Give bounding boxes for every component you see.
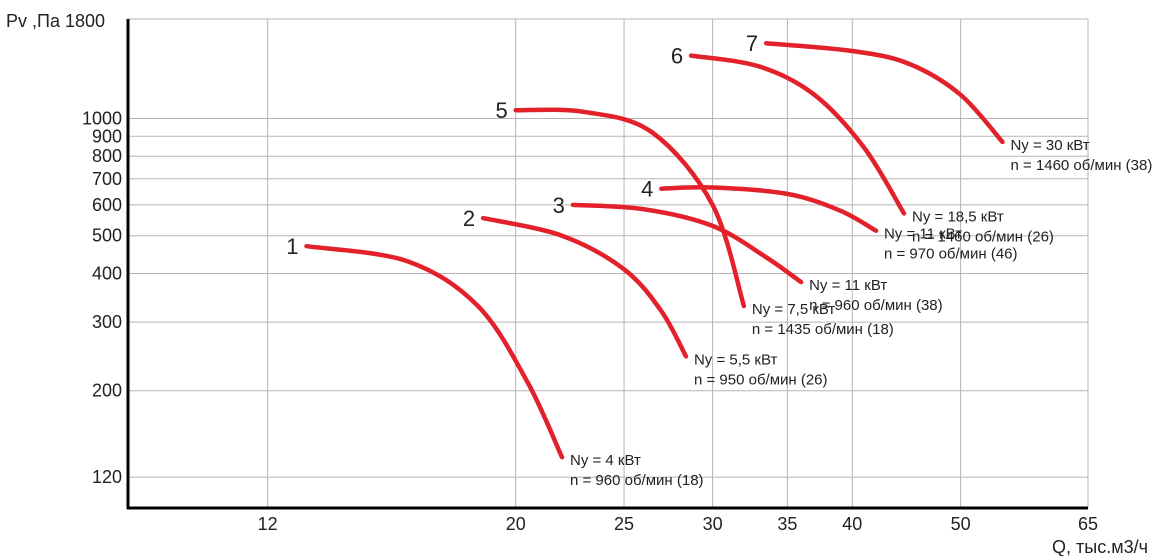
y-tick-label: 200 (92, 381, 122, 401)
curve-1-power: Ny = 4 кВт (570, 452, 641, 469)
curve-5 (513, 107, 747, 309)
y-tick-label: 1000 (82, 108, 122, 128)
x-tick-label: 40 (842, 514, 862, 534)
curve-6-number: 6 (671, 44, 683, 69)
curve-2-number: 2 (463, 206, 475, 231)
y-tick-label: 300 (92, 312, 122, 332)
y-tick-label: 120 (92, 467, 122, 487)
curve-labels: 1 Ny = 4 кВт n = 960 об/мин (18) 2 Ny = 5,5 … (286, 31, 1152, 489)
x-tick-label: 50 (951, 514, 971, 534)
grid (128, 18, 1089, 508)
x-tick-label: 25 (614, 514, 634, 534)
y-axis-label: Pv ,Па 1800 (6, 11, 105, 31)
x-axis-label: Q, тыс.м3/ч (1052, 537, 1148, 556)
curve-1-speed: n = 960 об/мин (18) (570, 472, 704, 489)
curve-6 (688, 53, 907, 216)
curve-4-power: Ny = 11 кВт (884, 226, 962, 243)
y-tick-label: 900 (92, 126, 122, 146)
curve-1 (304, 243, 565, 460)
y-tick-label: 500 (92, 226, 122, 246)
curve-3 (570, 202, 804, 285)
curve-7-speed: n = 1460 об/мин (38) (1010, 157, 1152, 174)
curve-3-speed: n = 960 об/мин (38) (809, 297, 943, 314)
tick-labels: 12 20 25 30 35 40 50 65120200300400500600700800… (82, 108, 1098, 534)
y-tick-label: 700 (92, 169, 122, 189)
x-tick-label: 20 (506, 514, 526, 534)
curve-4-number: 4 (641, 177, 653, 202)
curve-4 (659, 185, 879, 233)
y-tick-label: 600 (92, 195, 122, 215)
x-tick-label: 30 (703, 514, 723, 534)
curve-1-number: 1 (286, 234, 298, 259)
curve-3-power: Ny = 11 кВт (809, 277, 887, 294)
curve-5-number: 5 (495, 98, 507, 123)
curve-6-speed: n = 1460 об/мин (26) (912, 229, 1054, 246)
x-tick-label: 65 (1078, 514, 1098, 534)
x-tick-label: 12 (258, 514, 278, 534)
curve-2 (480, 215, 689, 359)
y-tick-label: 400 (92, 263, 122, 283)
curve-2-speed: n = 950 об/мин (26) (694, 371, 828, 388)
curve-4-speed: n = 970 об/мин (46) (884, 246, 1018, 263)
y-tick-label: 800 (92, 146, 122, 166)
curve-7-number: 7 (746, 31, 758, 56)
x-tick-label: 35 (777, 514, 797, 534)
curve-7 (763, 40, 1005, 145)
curve-3-number: 3 (553, 193, 565, 218)
curve-7-power: Ny = 30 кВт (1010, 137, 1089, 154)
curve-2-power: Ny = 5,5 кВт (694, 351, 778, 368)
curve-5-speed: n = 1435 об/мин (18) (752, 321, 894, 338)
curves (304, 40, 1005, 460)
curve-6-power: Ny = 18,5 кВт (912, 209, 1004, 226)
curve-5-power: Ny = 7,5 кВт (752, 301, 836, 318)
